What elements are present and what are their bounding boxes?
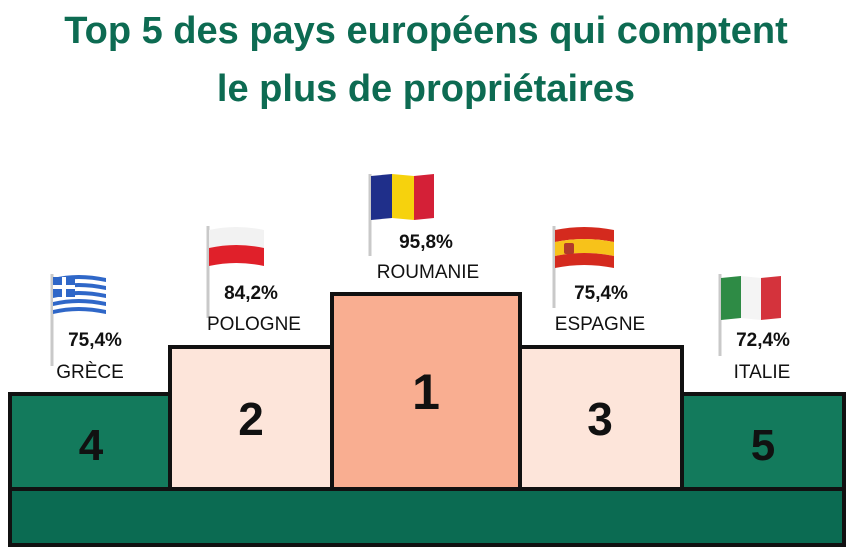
value-label-romania: 95,8% — [399, 232, 453, 253]
rank-label: 1 — [412, 364, 440, 420]
rank-label: 3 — [587, 392, 613, 445]
romania-flag-icon — [368, 174, 434, 256]
country-label-greece: GRÈCE — [56, 362, 124, 383]
italy-flag-icon — [718, 274, 781, 356]
value-label-spain: 75,4% — [574, 283, 628, 304]
podium-block-spain: 3 — [516, 345, 684, 492]
poland-flag-icon — [206, 226, 264, 318]
chart-title: Top 5 des pays européens qui comptent le… — [0, 2, 852, 118]
podium-block-poland: 2 — [168, 345, 334, 492]
value-label-poland: 84,2% — [224, 283, 278, 304]
country-label-romania: ROUMANIE — [376, 262, 480, 283]
country-label-italy: ITALIE — [733, 362, 791, 383]
podium-base — [8, 487, 846, 547]
podium-block-italy: 5 — [680, 392, 846, 492]
value-label-greece: 75,4% — [68, 330, 122, 351]
rank-label: 2 — [238, 392, 264, 445]
podium-block-romania: 1 — [330, 292, 522, 492]
greece-flag-icon — [50, 274, 106, 366]
title-line-1: Top 5 des pays européens qui comptent — [64, 10, 788, 52]
spain-flag-icon — [552, 226, 614, 308]
country-label-spain: ESPAGNE — [554, 314, 646, 335]
country-label-poland: POLOGNE — [207, 314, 301, 335]
podium-block-greece: 4 — [8, 392, 174, 492]
rank-label: 5 — [750, 421, 776, 470]
value-label-italy: 72,4% — [736, 330, 790, 351]
title-line-2: le plus de propriétaires — [216, 68, 636, 110]
rank-label: 4 — [78, 421, 104, 470]
